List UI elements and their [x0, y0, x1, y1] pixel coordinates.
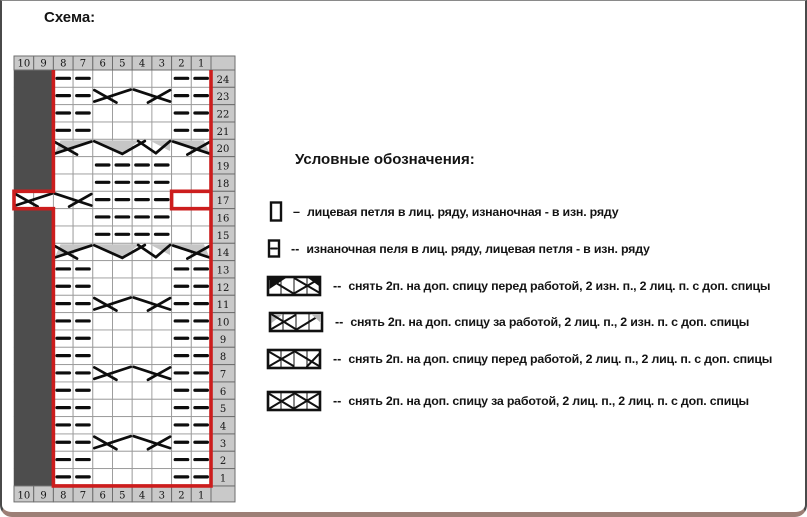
svg-text:3: 3: [159, 59, 165, 70]
knitting-chart: 10 9 8 7 6 5 4 3 2 110 9 8 7 6 5 4 3 2 1242322212019181716…: [12, 55, 236, 503]
svg-text:22: 22: [217, 109, 230, 120]
svg-text:8: 8: [60, 59, 66, 70]
cable-front-knit-knit-icon: [266, 347, 324, 371]
svg-text:24: 24: [217, 75, 230, 86]
svg-text:9: 9: [40, 59, 46, 70]
chart-repeat-line: [12, 70, 213, 488]
svg-text:17: 17: [217, 196, 230, 207]
svg-text:1: 1: [220, 473, 226, 484]
svg-text:7: 7: [220, 369, 226, 380]
legend-item-cable-front-purl-knit: -- снять 2п. на доп. спицу перед работой…: [266, 274, 770, 298]
svg-text:16: 16: [217, 213, 230, 224]
svg-text:9: 9: [40, 490, 46, 501]
legend-separator: --: [335, 315, 344, 329]
svg-text:10: 10: [17, 490, 30, 501]
svg-text:5: 5: [119, 490, 125, 501]
svg-text:5: 5: [119, 59, 125, 70]
purl-stitch-icon: [266, 237, 282, 261]
svg-text:14: 14: [217, 248, 230, 259]
svg-text:20: 20: [217, 144, 230, 155]
legend-separator: --: [333, 279, 342, 293]
legend-separator: –: [293, 205, 300, 219]
svg-text:13: 13: [217, 265, 230, 276]
svg-text:9: 9: [220, 335, 226, 346]
svg-text:4: 4: [139, 490, 145, 501]
knitting-chart-area: 10 9 8 7 6 5 4 3 2 1 10 9 8 7 6 5 4 3 2 1 24 23 22 21 20 19 18 17 16…: [2, 1, 252, 512]
chart-headers: 10 9 8 7 6 5 4 3 2 110 9 8 7 6 5 4 3 2 1242322212019181716…: [13, 55, 236, 503]
legend-item-cable-back-knit-purl: -- снять 2п. на доп. спицу за работой, 2…: [268, 310, 749, 334]
legend-separator: --: [333, 352, 342, 366]
svg-text:8: 8: [60, 490, 66, 501]
svg-text:4: 4: [220, 421, 226, 432]
legend-item-cable-back-knit-knit: -- снять 2п. на доп. спицу за работой, 2…: [266, 389, 749, 413]
svg-text:23: 23: [217, 92, 230, 103]
knit-stitch-icon: [268, 200, 284, 224]
legend-separator: --: [333, 394, 342, 408]
legend-heading: Условные обозначения:: [295, 151, 475, 168]
svg-text:18: 18: [217, 179, 230, 190]
svg-text:3: 3: [159, 490, 165, 501]
legend-item-text: снять 2п. на доп. спицу за работой, 2 ли…: [350, 315, 750, 329]
legend-item-text: лицевая петля в лиц. ряду, изнаночная - …: [306, 205, 619, 219]
svg-text:6: 6: [99, 490, 105, 501]
svg-text:19: 19: [217, 161, 230, 172]
legend-item-text: снять 2п. на доп. спицу за работой, 2 ли…: [348, 394, 749, 408]
legend-item-purl: -- изнаночная пеля в лиц. ряду, лицевая …: [266, 237, 650, 261]
svg-text:1: 1: [198, 59, 204, 70]
svg-text:21: 21: [217, 127, 230, 138]
cable-front-purl-knit-icon: [266, 274, 324, 298]
svg-text:2: 2: [178, 490, 184, 501]
svg-text:7: 7: [80, 490, 86, 501]
svg-text:5: 5: [220, 404, 226, 415]
svg-text:12: 12: [217, 283, 230, 294]
svg-text:11: 11: [217, 300, 230, 311]
svg-text:6: 6: [220, 387, 226, 398]
legend-item-text: снять 2п. на доп. спицу перед работой, 2…: [348, 279, 771, 293]
legend-item-cable-front-knit-knit: -- снять 2п. на доп. спицу перед работой…: [266, 347, 772, 371]
chart-symbols: [14, 76, 211, 479]
legend-separator: --: [291, 242, 300, 256]
legend-item-text: изнаночная пеля в лиц. ряду, лицевая пет…: [306, 242, 650, 256]
cable-back-knit-purl-icon: [268, 310, 326, 334]
svg-text:15: 15: [217, 231, 230, 242]
svg-text:10: 10: [217, 317, 230, 328]
svg-text:10: 10: [17, 59, 30, 70]
chart-dark-block: [14, 70, 54, 486]
svg-text:4: 4: [139, 59, 145, 70]
legend-item-text: снять 2п. на доп. спицу перед работой, 2…: [348, 352, 773, 366]
svg-text:2: 2: [220, 456, 226, 467]
svg-text:3: 3: [220, 439, 226, 450]
cable-back-knit-knit-icon: [266, 389, 324, 413]
legend-item-knit: – лицевая петля в лиц. ряду, изнаночная …: [268, 200, 619, 224]
svg-text:6: 6: [99, 59, 105, 70]
page-title: Схема:: [44, 9, 96, 26]
svg-text:2: 2: [178, 59, 184, 70]
svg-text:1: 1: [198, 490, 204, 501]
svg-text:7: 7: [80, 59, 86, 70]
svg-text:8: 8: [220, 352, 226, 363]
